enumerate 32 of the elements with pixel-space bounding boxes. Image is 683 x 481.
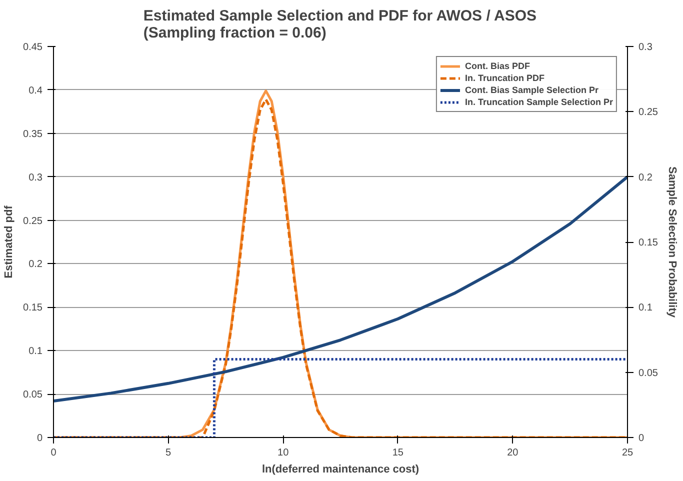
x-tick-label: 15 [392, 448, 404, 458]
y-tick-label: 0.05 [23, 390, 43, 401]
y-tick-label: 0.35 [23, 128, 43, 140]
y-tick-label: 0.25 [23, 216, 43, 227]
y2-tick-label: 0.05 [638, 368, 658, 379]
line-series [54, 175, 628, 403]
y-tick-label: 0.4 [28, 85, 43, 96]
y-tick-label: 0.15 [23, 302, 43, 314]
legend-label: Cont. Bias PDF [464, 60, 530, 72]
y2-tick-label: 0.1 [638, 302, 653, 314]
x-tick-label: 0 [50, 448, 57, 458]
legend-label: Cont. Bias Sample Selection Pr [464, 84, 598, 96]
y-tick-label: 0 [36, 433, 43, 444]
y2-axis-title: Sample Selection Probability [666, 166, 678, 318]
y-tick-label: 0.3 [28, 172, 43, 184]
y-axis-title: Estimated pdf [3, 205, 16, 278]
y2-tick-label: 0 [638, 433, 644, 444]
chart-title: Estimated Sample Selection and PDF for AWOS / ASOS (Sampling fraction = 0.06) [143, 8, 537, 42]
y2-tick-label: 0.3 [638, 42, 653, 53]
y2-tick-label: 0.15 [638, 238, 658, 248]
y2-tick-label: 0.2 [638, 172, 653, 184]
legend-label: In. Truncation PDF [464, 72, 544, 84]
y-tick-label: 0.2 [28, 259, 43, 270]
x-tick-label: 5 [166, 448, 172, 458]
y-tick-label: 0.45 [23, 42, 43, 53]
x-tick-label: 10 [278, 448, 290, 458]
legend-label: In. Truncation Sample Selection Pr [464, 96, 613, 108]
x-tick-label: 20 [507, 448, 519, 458]
y2-tick-label: 0.25 [638, 107, 658, 118]
y-tick-label: 0.1 [28, 346, 43, 358]
x-tick-label: 25 [622, 448, 634, 458]
x-axis-title: ln(deferred maintenance cost) [262, 464, 420, 476]
